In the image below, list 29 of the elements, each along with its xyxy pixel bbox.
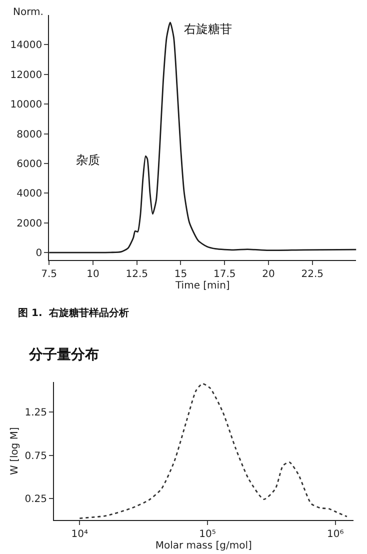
- y-tick-label: 8000: [16, 129, 42, 140]
- caption: 图 1. 右旋糖苷样品分析: [18, 307, 130, 319]
- y-tick-label: 0.25: [24, 494, 47, 505]
- x-tick-label: 10: [86, 269, 100, 280]
- x-tick-label: 15: [174, 269, 188, 280]
- chart-title: 分子量分布: [28, 347, 99, 363]
- y-tick-label: 0: [36, 248, 42, 260]
- x-tick-label: 12.5: [126, 269, 148, 280]
- x-tick-label: 10⁶: [327, 529, 344, 540]
- y-tick-label: 4000: [16, 188, 42, 200]
- y-tick-label: 10000: [10, 100, 42, 111]
- y-tick-label: 12000: [10, 70, 42, 81]
- x-tick-label: 10⁵: [199, 529, 216, 540]
- x-axis-title: Time [min]: [174, 280, 230, 292]
- x-tick-label: 7.5: [41, 269, 58, 280]
- x-tick-label: 17.5: [213, 269, 236, 280]
- y-axis-title: W [log M]: [10, 426, 21, 475]
- x-axis-title: Molar mass [g/mol]: [155, 540, 252, 552]
- y-axis-title: Norm.: [13, 7, 44, 18]
- y-tick-label: 14000: [10, 40, 42, 52]
- y-tick-label: 2000: [16, 218, 42, 230]
- y-tick-label: 1.25: [24, 408, 47, 419]
- y-tick-label: 0.75: [24, 450, 47, 462]
- x-tick-label: 22.5: [301, 269, 324, 280]
- y-tick-label: 6000: [16, 158, 42, 170]
- x-tick-label: 10⁴: [71, 529, 88, 540]
- annotation: 右旋糖苷: [184, 22, 232, 36]
- annotation: 杂质: [76, 153, 100, 167]
- x-tick-label: 20: [262, 269, 275, 280]
